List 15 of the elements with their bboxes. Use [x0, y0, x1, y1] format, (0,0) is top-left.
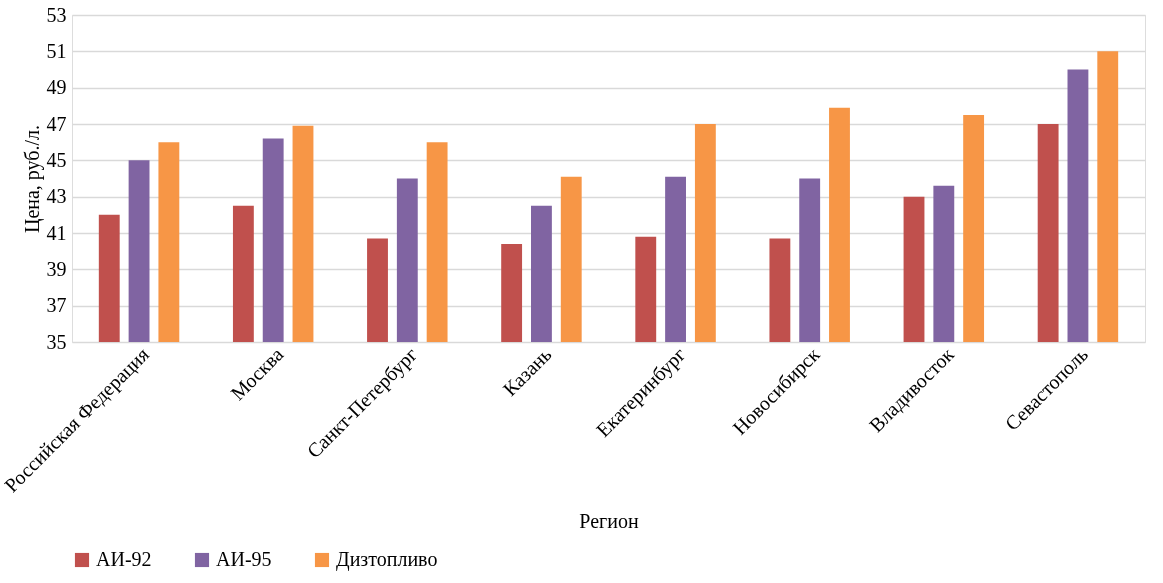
y-axis-title: Цена, руб./л. [20, 124, 44, 234]
legend-label: АИ-92 [96, 548, 152, 570]
x-axis-title: Регион [579, 510, 639, 533]
y-tick-label: 53 [46, 3, 67, 26]
y-tick-label: 41 [46, 221, 67, 244]
y-tick-label: 49 [46, 76, 67, 99]
y-tick-label: 47 [46, 112, 67, 135]
y-tick-label: 39 [46, 257, 67, 280]
y-tick-label: 45 [46, 148, 67, 171]
legend-label: АИ-95 [216, 548, 272, 570]
y-tick-label: 37 [46, 294, 67, 317]
y-tick-label: 35 [46, 330, 67, 353]
legend-label: Дизтопливо [336, 548, 438, 571]
y-tick-label: 43 [46, 185, 67, 208]
y-tick-label: 51 [46, 39, 67, 62]
